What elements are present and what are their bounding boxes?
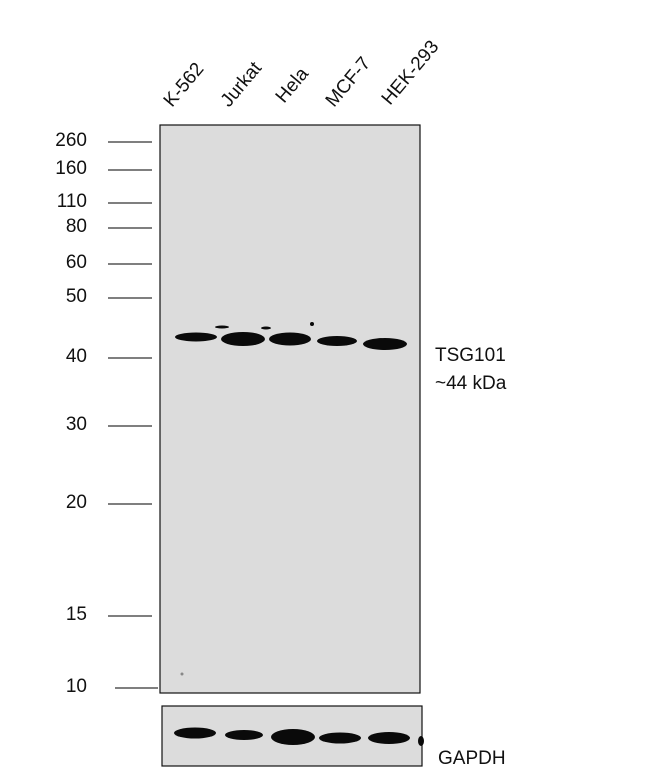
marker-label: 30: [66, 414, 87, 435]
marker-label: 50: [66, 286, 87, 307]
loading-control-label: GAPDH: [438, 748, 506, 769]
lane-labels: K-562 Jurkat Hela MCF-7 HEK-293: [160, 37, 444, 112]
marker-label: 110: [57, 191, 87, 212]
lane-label: Jurkat: [217, 58, 267, 112]
marker-label: 260: [55, 130, 87, 151]
main-blot-panel: [159, 124, 421, 694]
target-name: TSG101: [435, 345, 506, 366]
gapdh-bands: [174, 727, 424, 746]
lane-label: Hela: [272, 63, 313, 107]
marker-label: 160: [55, 158, 87, 179]
marker-label: 40: [66, 346, 87, 367]
marker-label: 80: [66, 216, 87, 237]
marker-label: 15: [66, 604, 87, 625]
marker-label: 60: [66, 252, 87, 273]
target-size: ~44 kDa: [435, 373, 507, 394]
lane-label: K-562: [160, 59, 209, 111]
lane-label: HEK-293: [378, 37, 444, 110]
marker-label: 10: [66, 676, 87, 697]
main-bands: [175, 322, 407, 676]
marker-label: 20: [66, 492, 87, 513]
lane-label: MCF-7: [322, 53, 375, 111]
marker-ladder: 260 160 110 80 60 50 40 30 20 15 10: [55, 130, 158, 697]
